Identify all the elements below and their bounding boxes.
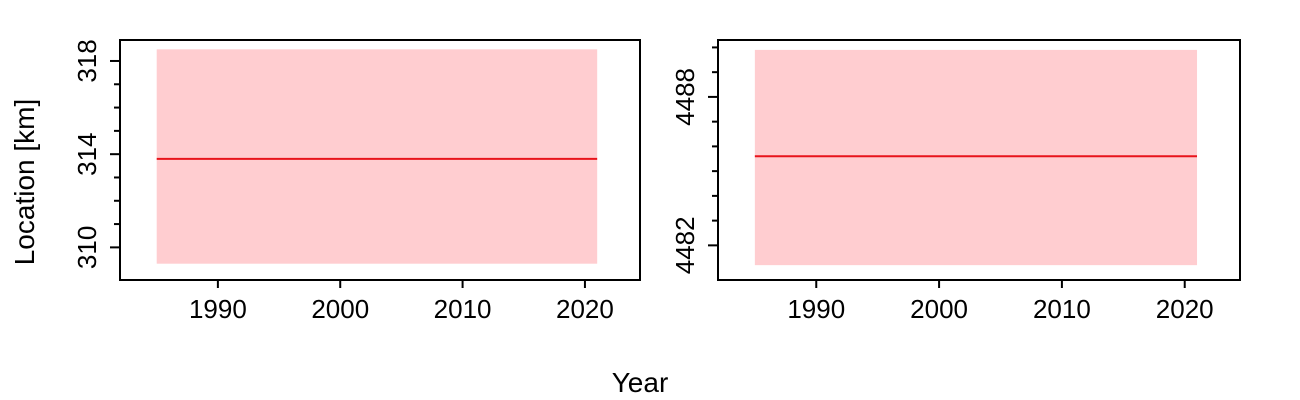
- panel-1-uncertainty-band: [156, 49, 598, 264]
- panel-2: 1990 2000 2010 2020 4482 4488: [670, 39, 1241, 324]
- panel-1-y-tick-label-310: 310: [72, 226, 102, 269]
- panel-1-x-tick-label-2020: 2020: [556, 294, 614, 324]
- panel-2-x-tick-label-1990: 1990: [787, 294, 845, 324]
- panel-2-uncertainty-band: [754, 49, 1198, 266]
- panel-2-x-tick-label-2020: 2020: [1156, 294, 1214, 324]
- panel-1-y-tick-label-314: 314: [72, 132, 102, 175]
- panel-2-y-tick-label-4482: 4482: [670, 216, 700, 274]
- y-axis-title: Location [km]: [9, 99, 40, 266]
- panel-1-x-tick-label-2010: 2010: [434, 294, 492, 324]
- panel-2-frame: [717, 39, 1241, 281]
- panel-2-y-tick-label-4488: 4488: [670, 68, 700, 126]
- panel-1-y-tick-label-318: 318: [72, 39, 102, 82]
- panel-2-x-tick-label-2010: 2010: [1033, 294, 1091, 324]
- panel-1-frame: [119, 39, 641, 281]
- x-axis-title: Year: [612, 367, 669, 398]
- panel-2-x-tick-label-2000: 2000: [910, 294, 968, 324]
- chart-panels: 1990 2000 2010 2020 310 314 318 1990 2000 2010 202…: [72, 39, 1241, 324]
- panel-1: 1990 2000 2010 2020 310 314 318: [72, 39, 641, 324]
- panel-1-x-tick-label-2000: 2000: [311, 294, 369, 324]
- panel-1-x-tick-label-1990: 1990: [189, 294, 247, 324]
